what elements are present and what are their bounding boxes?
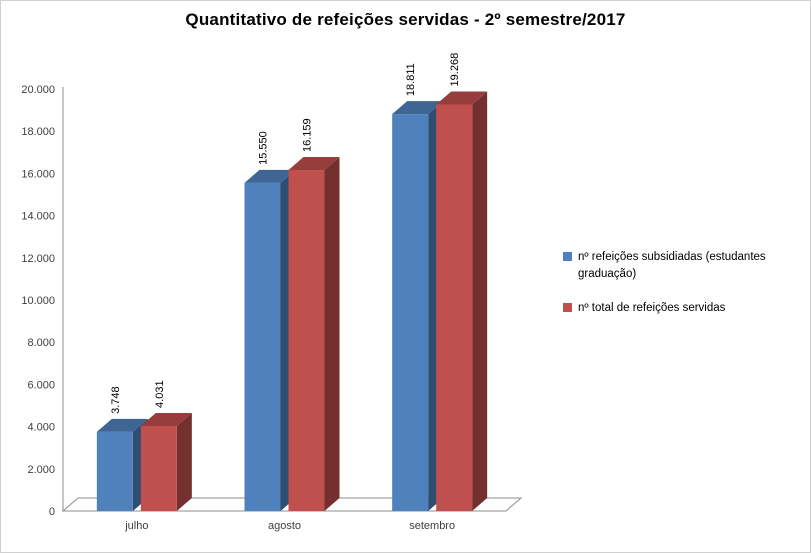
y-tick-label: 20.000 xyxy=(21,84,55,96)
x-category-label: julho xyxy=(124,520,148,532)
bar-top-face xyxy=(96,418,148,432)
bar-value-label: 4.031 xyxy=(154,380,166,408)
legend: nº refeições subsidiadas (estudantes gra… xyxy=(563,249,809,317)
y-tick-label: 14.000 xyxy=(21,211,55,223)
bar-value-label: 3.748 xyxy=(110,386,122,414)
x-category-label: setembro xyxy=(409,520,455,532)
bar-front-face xyxy=(96,431,133,511)
bar-top-face xyxy=(288,157,340,171)
bar-top-face xyxy=(436,91,488,105)
bar-front-face xyxy=(288,170,325,511)
y-tick-label: 4.000 xyxy=(27,422,55,434)
y-tick-label: 8.000 xyxy=(27,337,55,349)
y-tick-label: 2.000 xyxy=(27,464,55,476)
bar-front-face xyxy=(392,114,429,512)
y-tick-label: 0 xyxy=(49,506,55,518)
bar-value-label: 15.550 xyxy=(258,131,270,165)
y-tick-label: 16.000 xyxy=(21,168,55,180)
bar-front-face xyxy=(140,425,177,511)
bar-top-face xyxy=(392,101,444,115)
legend-label-series2: nº total de refeições servidas xyxy=(578,301,726,314)
legend-item: nº refeições subsidiadas (estudantes gra… xyxy=(563,249,809,284)
bar-top-face xyxy=(244,169,296,183)
legend-swatch-series2-icon xyxy=(563,302,572,312)
y-tick-label: 6.000 xyxy=(27,379,55,391)
bar-value-label: 18.811 xyxy=(405,63,417,96)
bar-top-face xyxy=(140,412,192,426)
bar-value-label: 19.268 xyxy=(449,53,461,87)
chart-title: Quantitativo de refeições servidas - 2º … xyxy=(185,10,626,29)
legend-label-series1: nº refeições subsidiadas (estudantes gra… xyxy=(578,251,766,281)
legend-swatch-series1-icon xyxy=(563,252,572,261)
x-category-label: agosto xyxy=(268,520,301,532)
y-tick-label: 12.000 xyxy=(21,253,55,265)
legend-item: nº total de refeições servidas xyxy=(563,300,809,317)
y-tick-label: 18.000 xyxy=(21,126,55,138)
bar-front-face xyxy=(436,104,473,512)
bar-side-face xyxy=(176,412,192,511)
bar-side-face xyxy=(472,91,488,512)
bar-value-label: 16.159 xyxy=(302,118,314,152)
bar-side-face xyxy=(324,157,340,511)
bar-front-face xyxy=(244,182,281,511)
y-tick-label: 10.000 xyxy=(21,295,55,307)
